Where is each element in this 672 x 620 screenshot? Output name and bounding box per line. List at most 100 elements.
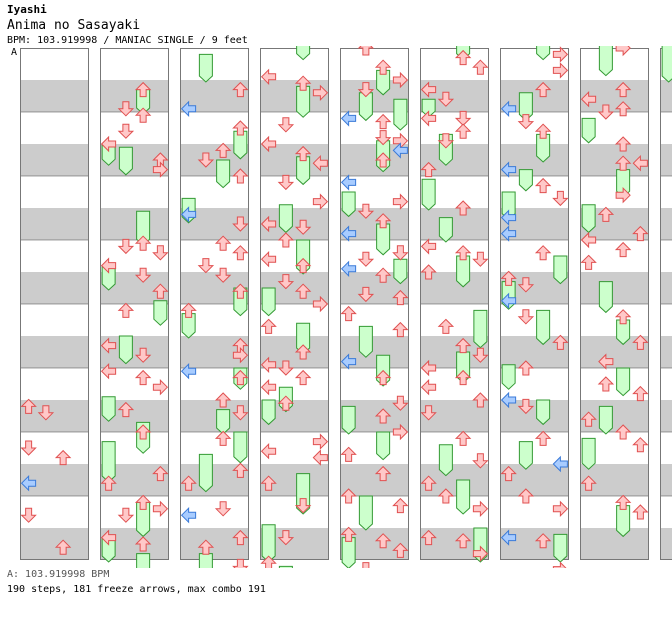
freeze-arrow [376,69,391,96]
step-arrow [260,68,277,86]
step-arrow [517,360,535,376]
beat-stripe [20,528,89,560]
freeze-arrow [376,431,391,461]
freeze-arrow [278,204,293,234]
step-arrow [117,507,135,523]
step-arrow [152,245,169,261]
step-arrow [420,359,437,377]
step-arrow [232,369,249,386]
freeze-arrow [393,98,408,131]
step-arrow [197,152,215,168]
step-arrow [437,91,455,107]
beat-stripe [20,272,89,304]
step-arrow [552,561,569,568]
song-name: Anima no Sasayaki [7,18,141,33]
step-arrow [534,533,552,549]
measure-column [660,46,672,560]
step-arrow [37,405,55,421]
step-arrow [134,235,152,251]
freeze-arrow [341,191,356,218]
column-border [340,48,409,560]
freeze-arrow [553,533,568,563]
freeze-arrow [456,479,471,515]
step-arrow [260,442,277,460]
freeze-arrow [536,133,551,163]
step-arrow [294,498,312,514]
beat-stripe [340,464,409,496]
step-arrow [340,446,357,462]
freeze-arrow [118,335,133,365]
step-arrow [260,555,277,568]
step-arrow [500,529,517,546]
step-arrow [294,257,312,274]
step-arrow [534,81,552,98]
step-arrow [134,536,152,552]
step-arrow [277,232,295,248]
step-arrow [277,530,295,546]
step-arrow [152,161,169,178]
step-arrow [552,62,569,79]
beat-stripe [660,528,672,560]
step-arrow [580,475,597,491]
step-arrow [180,302,197,318]
beat-stripe [580,272,649,304]
step-arrow [500,225,517,242]
column-border [660,48,672,560]
measure-column [180,48,249,568]
freeze-arrow [518,169,533,192]
step-arrow [340,305,357,322]
step-arrow [517,277,535,293]
step-arrow [454,245,472,261]
step-arrow [472,500,489,518]
freeze-arrow [358,325,373,358]
step-arrow [180,362,197,380]
step-arrow [454,369,472,386]
beat-stripe [100,336,169,368]
step-arrow [615,186,631,204]
step-arrow [100,257,117,274]
step-arrow [420,264,437,280]
step-arrow [232,405,249,421]
step-arrow [180,100,197,118]
step-arrow [340,225,357,242]
step-arrow [117,238,135,255]
step-arrow [472,453,489,469]
step-arrow [500,270,517,286]
step-arrow [614,494,632,510]
step-arrow [420,378,437,396]
step-arrow [214,392,232,408]
step-arrow [260,250,277,268]
step-arrow [340,174,357,191]
step-arrow [119,569,133,583]
step-arrow [312,449,328,466]
beat-stripe [100,208,169,240]
step-arrow [117,101,135,117]
beat-stripe [660,208,672,240]
step-arrow [392,542,409,558]
step-arrow [580,90,597,108]
step-arrow [100,475,117,491]
beat-stripe [660,400,672,432]
bpm-info: BPM: 103.919998 / MANIAC SINGLE / 9 feet [7,35,248,46]
step-arrow [312,154,328,172]
step-arrow [260,318,277,334]
column-border [20,48,89,560]
step-arrow [500,391,517,409]
step-arrow [340,526,357,542]
beat-stripe [660,80,672,112]
freeze-arrow [518,441,533,470]
step-arrow [232,216,249,232]
step-arrow [134,347,152,363]
freeze-arrow [296,156,311,186]
freeze-arrow [296,85,311,118]
step-arrow [134,369,152,386]
step-arrow [279,591,293,605]
step-arrow [552,500,569,518]
freeze-arrow [198,553,213,568]
freeze-arrow [216,159,231,189]
step-arrow [100,337,117,354]
step-arrow [534,430,552,446]
freeze-arrow [421,98,436,118]
step-arrow [392,423,409,441]
step-arrow [340,110,357,127]
